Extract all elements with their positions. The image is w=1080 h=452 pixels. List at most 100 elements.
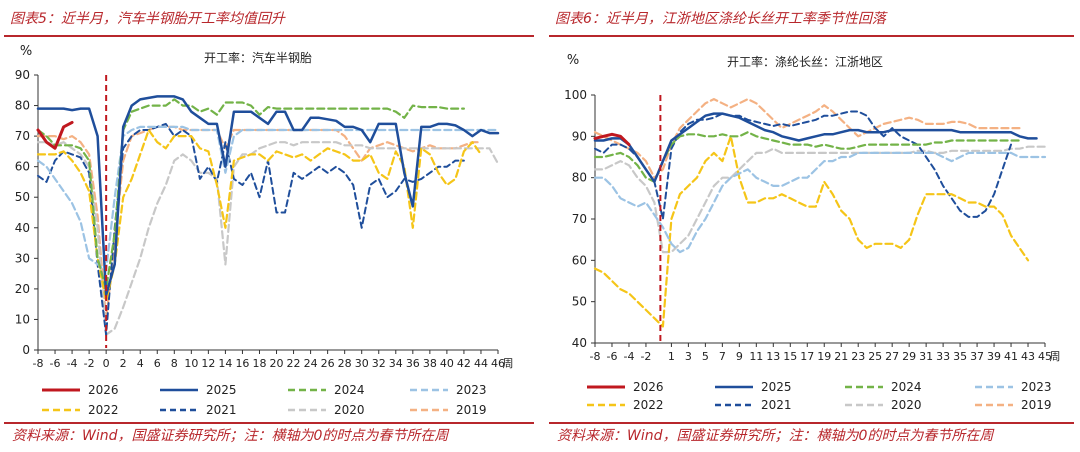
figure-right: 图表6：近半月，江浙地区涤纶长丝开工率季节性回落 开工率：涤纶长丝：江浙地区% 4… — [545, 0, 1080, 452]
series-line-2024 — [36, 98, 465, 290]
x-tick-label: 14 — [218, 357, 232, 370]
x-tick-label: -8 — [590, 350, 601, 363]
x-tick-label: 24 — [304, 357, 318, 370]
series-line-2019 — [593, 97, 1021, 179]
legend-label-2021: 2021 — [761, 398, 792, 412]
figure-title: 图表5：近半月，汽车半钢胎开工率均值回升 — [10, 11, 285, 27]
x-tick-label: 26 — [321, 357, 335, 370]
x-axis-label: 周 — [503, 357, 514, 370]
figure-left: 图表5：近半月，汽车半钢胎开工率均值回升 开工率：汽车半钢胎% 0 10 20 30 40… — [4, 11, 534, 444]
y-tick-label: 30 — [15, 251, 30, 265]
y-tick-label: 20 — [15, 282, 30, 296]
x-tick-label: 29 — [902, 350, 916, 363]
figure-title: 图表6：近半月，江浙地区涤纶长丝开工率季节性回落 — [555, 11, 886, 27]
x-tick-label: 0 — [103, 357, 110, 370]
x-tick-label: 42 — [457, 357, 471, 370]
legend-label-2022: 2022 — [633, 398, 664, 412]
x-tick-label: 6 — [154, 357, 161, 370]
y-tick-label: 90 — [15, 68, 30, 82]
x-tick-label: 18 — [252, 357, 266, 370]
legend-label-2023: 2023 — [1021, 380, 1052, 394]
x-tick-label: 7 — [719, 350, 726, 363]
legend-label-2020: 2020 — [891, 398, 922, 412]
footer-rule — [549, 422, 1074, 424]
x-tick-label: 12 — [201, 357, 215, 370]
legend-label-2025: 2025 — [761, 380, 792, 394]
y-tick-label: 70 — [572, 212, 587, 226]
x-tick-label: 11 — [749, 350, 763, 363]
x-tick-label: 25 — [868, 350, 882, 363]
legend-label-2023: 2023 — [456, 383, 487, 397]
x-tick-label: -6 — [50, 357, 61, 370]
y-tick-label: 100 — [564, 88, 587, 102]
x-tick-label: 39 — [987, 350, 1001, 363]
y-tick-label: 40 — [15, 221, 30, 235]
x-tick-label: 34 — [389, 357, 403, 370]
legend-label-2021: 2021 — [206, 403, 237, 417]
x-tick-label: -4 — [623, 350, 634, 363]
y-axis-unit: % — [20, 44, 32, 59]
legend-label-2026: 2026 — [88, 383, 119, 397]
series-line-2025 — [36, 95, 500, 297]
series-line-2021 — [37, 122, 465, 336]
x-tick-label: 46 — [491, 357, 505, 370]
x-tick-label: 4 — [137, 357, 144, 370]
series-line-2025 — [593, 112, 1038, 184]
y-axis-unit: % — [567, 53, 579, 68]
y-tick-label: 80 — [15, 99, 30, 113]
x-tick-label: 32 — [372, 357, 386, 370]
x-tick-label: -2 — [640, 350, 651, 363]
x-tick-label: 37 — [970, 350, 984, 363]
x-tick-label: 21 — [834, 350, 848, 363]
series-line-2022 — [593, 135, 1030, 328]
y-tick-label: 80 — [572, 171, 587, 185]
x-tick-label: 8 — [171, 357, 178, 370]
title-rule — [4, 35, 534, 37]
x-tick-label: 44 — [474, 357, 488, 370]
y-tick-label: 40 — [572, 336, 587, 350]
x-tick-label: 33 — [936, 350, 950, 363]
x-tick-label: 5 — [702, 350, 709, 363]
x-tick-label: 1 — [668, 350, 675, 363]
x-tick-label: 31 — [919, 350, 933, 363]
series-line-2023 — [593, 151, 1047, 254]
x-tick-label: 2 — [120, 357, 127, 370]
x-tick-label: 22 — [287, 357, 301, 370]
legend-label-2025: 2025 — [206, 383, 237, 397]
x-tick-label: 27 — [885, 350, 899, 363]
series-line-2026 — [593, 132, 631, 147]
x-tick-label: -2 — [84, 357, 95, 370]
x-tick-label: 43 — [1021, 350, 1035, 363]
footer-rule — [4, 422, 534, 424]
x-tick-label: 40 — [440, 357, 454, 370]
title-rule — [549, 35, 1074, 37]
y-tick-label: 60 — [572, 253, 587, 267]
legend-label-2026: 2026 — [633, 380, 664, 394]
x-tick-label: 35 — [953, 350, 967, 363]
legend-label-2022: 2022 — [88, 403, 119, 417]
y-tick-label: 50 — [15, 190, 30, 204]
x-tick-label: 38 — [423, 357, 437, 370]
y-tick-label: 90 — [572, 129, 587, 143]
x-tick-label: 19 — [817, 350, 831, 363]
x-tick-label: 36 — [406, 357, 420, 370]
y-tick-label: 60 — [15, 160, 30, 174]
x-tick-label: 41 — [1004, 350, 1018, 363]
x-tick-label: 13 — [766, 350, 780, 363]
source-note: 资料来源：Wind，国盛证券研究所；注：横轴为0的时点为春节所在周 — [557, 428, 994, 444]
y-tick-label: 0 — [22, 343, 30, 357]
x-tick-label: -4 — [67, 357, 78, 370]
y-tick-label: 70 — [15, 129, 30, 143]
x-tick-label: 30 — [355, 357, 369, 370]
x-axis-label: 周 — [1050, 350, 1061, 363]
legend-label-2019: 2019 — [1021, 398, 1052, 412]
series-line-2026 — [36, 120, 74, 150]
legend-label-2024: 2024 — [891, 380, 922, 394]
series-line-2020 — [593, 145, 1047, 254]
x-tick-label: -6 — [606, 350, 617, 363]
x-tick-label: -8 — [33, 357, 44, 370]
chart-title: 开工率：汽车半钢胎 — [204, 50, 312, 65]
series-line-2019 — [36, 125, 483, 321]
